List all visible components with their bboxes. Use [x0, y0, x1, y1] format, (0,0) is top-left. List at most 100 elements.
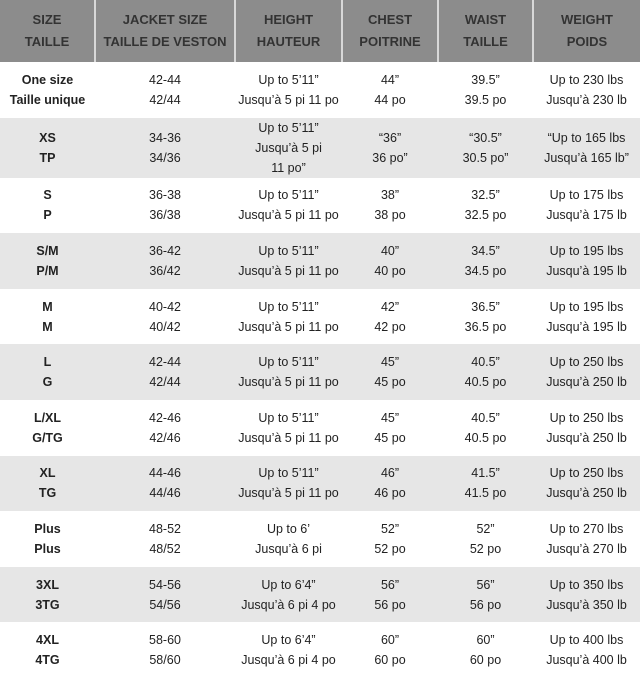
cell-text: M [42, 299, 53, 314]
cell-height: Up to 6’4” Jusqu’à 6 pi 4 po [235, 566, 342, 623]
cell-text: 36/42 [149, 263, 181, 278]
header-label: WEIGHT [561, 12, 613, 27]
cell-chest: 46” 46 po [342, 455, 438, 512]
cell-text: 3XL [36, 577, 59, 592]
cell-jacket-size: 42-46 42/46 [95, 400, 235, 456]
cell-text: 42-44 [149, 72, 181, 87]
cell-text: L/XL [33, 410, 62, 425]
cell-text: 36/38 [149, 208, 181, 223]
cell-size: 3XL 3TG [0, 566, 95, 623]
cell-text: Up to 195 lbs [549, 299, 624, 314]
cell-height: Up to 5’11” Jusqu’à 5 pi 11 po [235, 62, 342, 118]
cell-text: Up to 250 lbs [549, 355, 624, 370]
cell-text: 45 po [374, 430, 406, 445]
cell-chest: 38” 38 po [342, 178, 438, 234]
cell-text: S [43, 188, 52, 203]
cell-waist: 41.5” 41.5 po [438, 455, 533, 512]
cell-weight: Up to 230 lbs Jusqu’à 230 lb [533, 62, 640, 118]
cell-jacket-size: 48-52 48/52 [95, 511, 235, 567]
cell-text: 36-42 [149, 243, 181, 258]
cell-height: Up to 5’11” Jusqu’à 5 pi 11 po [235, 400, 342, 456]
cell-text: 52 po [469, 541, 502, 556]
cell-chest: 60” 60 po [342, 622, 438, 678]
cell-chest: 44” 44 po [342, 62, 438, 118]
cell-text: 44 po [374, 92, 406, 107]
cell-height: Up to 5’11” Jusqu’à 5 pi 11 po [235, 289, 342, 345]
cell-text: 39.5” [471, 72, 500, 87]
cell-jacket-size: 44-46 44/46 [95, 455, 235, 512]
cell-chest: 52” 52 po [342, 511, 438, 567]
cell-size: Plus Plus [0, 511, 95, 567]
cell-text: 45 po [374, 375, 406, 390]
cell-text: XS [39, 130, 56, 145]
cell-weight: Up to 195 lbs Jusqu’à 195 lb [533, 289, 640, 345]
cell-text: 41.5 po [464, 486, 507, 501]
cell-text: 32.5” [471, 188, 500, 203]
cell-text: 41.5” [471, 466, 500, 481]
cell-text: 56” [476, 577, 495, 592]
cell-text: 4TG [35, 653, 60, 668]
cell-text: 56” [380, 577, 400, 592]
cell-text: 40” [380, 243, 400, 258]
header-label: TAILLE [24, 34, 70, 49]
table-row: L G 42-44 42/44 Up to 5’11” Jusqu’à 5 pi 11 p… [0, 344, 640, 400]
cell-text: 34-36 [149, 130, 181, 145]
cell-text: Up to 6’4” [261, 633, 316, 648]
cell-text: Up to 6’ [266, 521, 311, 536]
header-label: SIZE [32, 12, 62, 27]
cell-height: Up to 5’11” Jusqu’à 5 pi 11 po [235, 178, 342, 234]
cell-text: 52 po [374, 541, 406, 556]
cell-text: Jusqu’à 5 pi 11 po [238, 375, 339, 390]
cell-text: 48/52 [149, 541, 181, 556]
header-label: TAILLE [463, 34, 508, 49]
cell-text: 56 po [469, 597, 502, 612]
cell-text: 42” [380, 299, 400, 314]
header-label: CHEST [367, 12, 413, 27]
cell-jacket-size: 36-42 36/42 [95, 233, 235, 289]
cell-text: Up to 270 lbs [549, 521, 624, 536]
cell-text: 30.5 po” [462, 150, 509, 165]
cell-text: 40-42 [149, 299, 181, 314]
cell-size: One size Taille unique [0, 62, 95, 118]
cell-text: Jusqu’à 195 lb [546, 319, 627, 334]
header-label: POITRINE [359, 34, 421, 49]
cell-chest: 45” 45 po [342, 400, 438, 456]
cell-text: 36 po” [372, 150, 408, 165]
cell-text: 40/42 [149, 319, 181, 334]
cell-weight: Up to 195 lbs Jusqu’à 195 lb [533, 233, 640, 289]
cell-height: Up to 5’11” Jusqu’à 5 pi 11 po” [235, 117, 342, 178]
cell-text: Plus [34, 541, 61, 556]
cell-height: Up to 5’11” Jusqu’à 5 pi 11 po [235, 455, 342, 512]
cell-text: Jusqu’à 165 lb” [544, 150, 629, 165]
cell-text: Up to 5’11” [258, 355, 319, 370]
cell-text: 44/46 [149, 486, 181, 501]
cell-text: 40.5” [471, 355, 500, 370]
cell-text: Up to 400 lbs [549, 633, 624, 648]
cell-text: 40.5” [471, 410, 500, 425]
cell-text: 52” [476, 521, 495, 536]
cell-size: XS TP [0, 117, 95, 178]
cell-text: 45” [380, 355, 400, 370]
cell-weight: Up to 250 lbs Jusqu’à 250 lb [533, 344, 640, 400]
cell-text: Up to 175 lbs [549, 188, 624, 203]
cell-text: “Up to 165 lbs [547, 130, 626, 145]
cell-text: 38” [380, 188, 400, 203]
cell-chest: 45” 45 po [342, 344, 438, 400]
cell-text: 60 po [374, 653, 406, 668]
cell-text: Jusqu’à 270 lb [546, 541, 627, 556]
cell-text: 54/56 [149, 597, 181, 612]
cell-text: 34/36 [149, 150, 181, 165]
cell-text: Up to 5’11” [258, 188, 319, 203]
cell-text: 42-46 [149, 410, 181, 425]
cell-text: Jusqu’à 5 pi 11 po [238, 92, 339, 107]
cell-height: Up to 6’ Jusqu’à 6 pi [235, 511, 342, 567]
header-label: JACKET SIZE [122, 12, 208, 27]
cell-waist: 32.5” 32.5 po [438, 178, 533, 234]
cell-text: 46” [380, 466, 400, 481]
cell-text: 38 po [374, 208, 406, 223]
cell-text: S/M [36, 243, 59, 258]
table-row: Plus Plus 48-52 48/52 Up to 6’ Jusqu’à 6 pi 52… [0, 511, 640, 567]
cell-text: 36-38 [149, 188, 181, 203]
